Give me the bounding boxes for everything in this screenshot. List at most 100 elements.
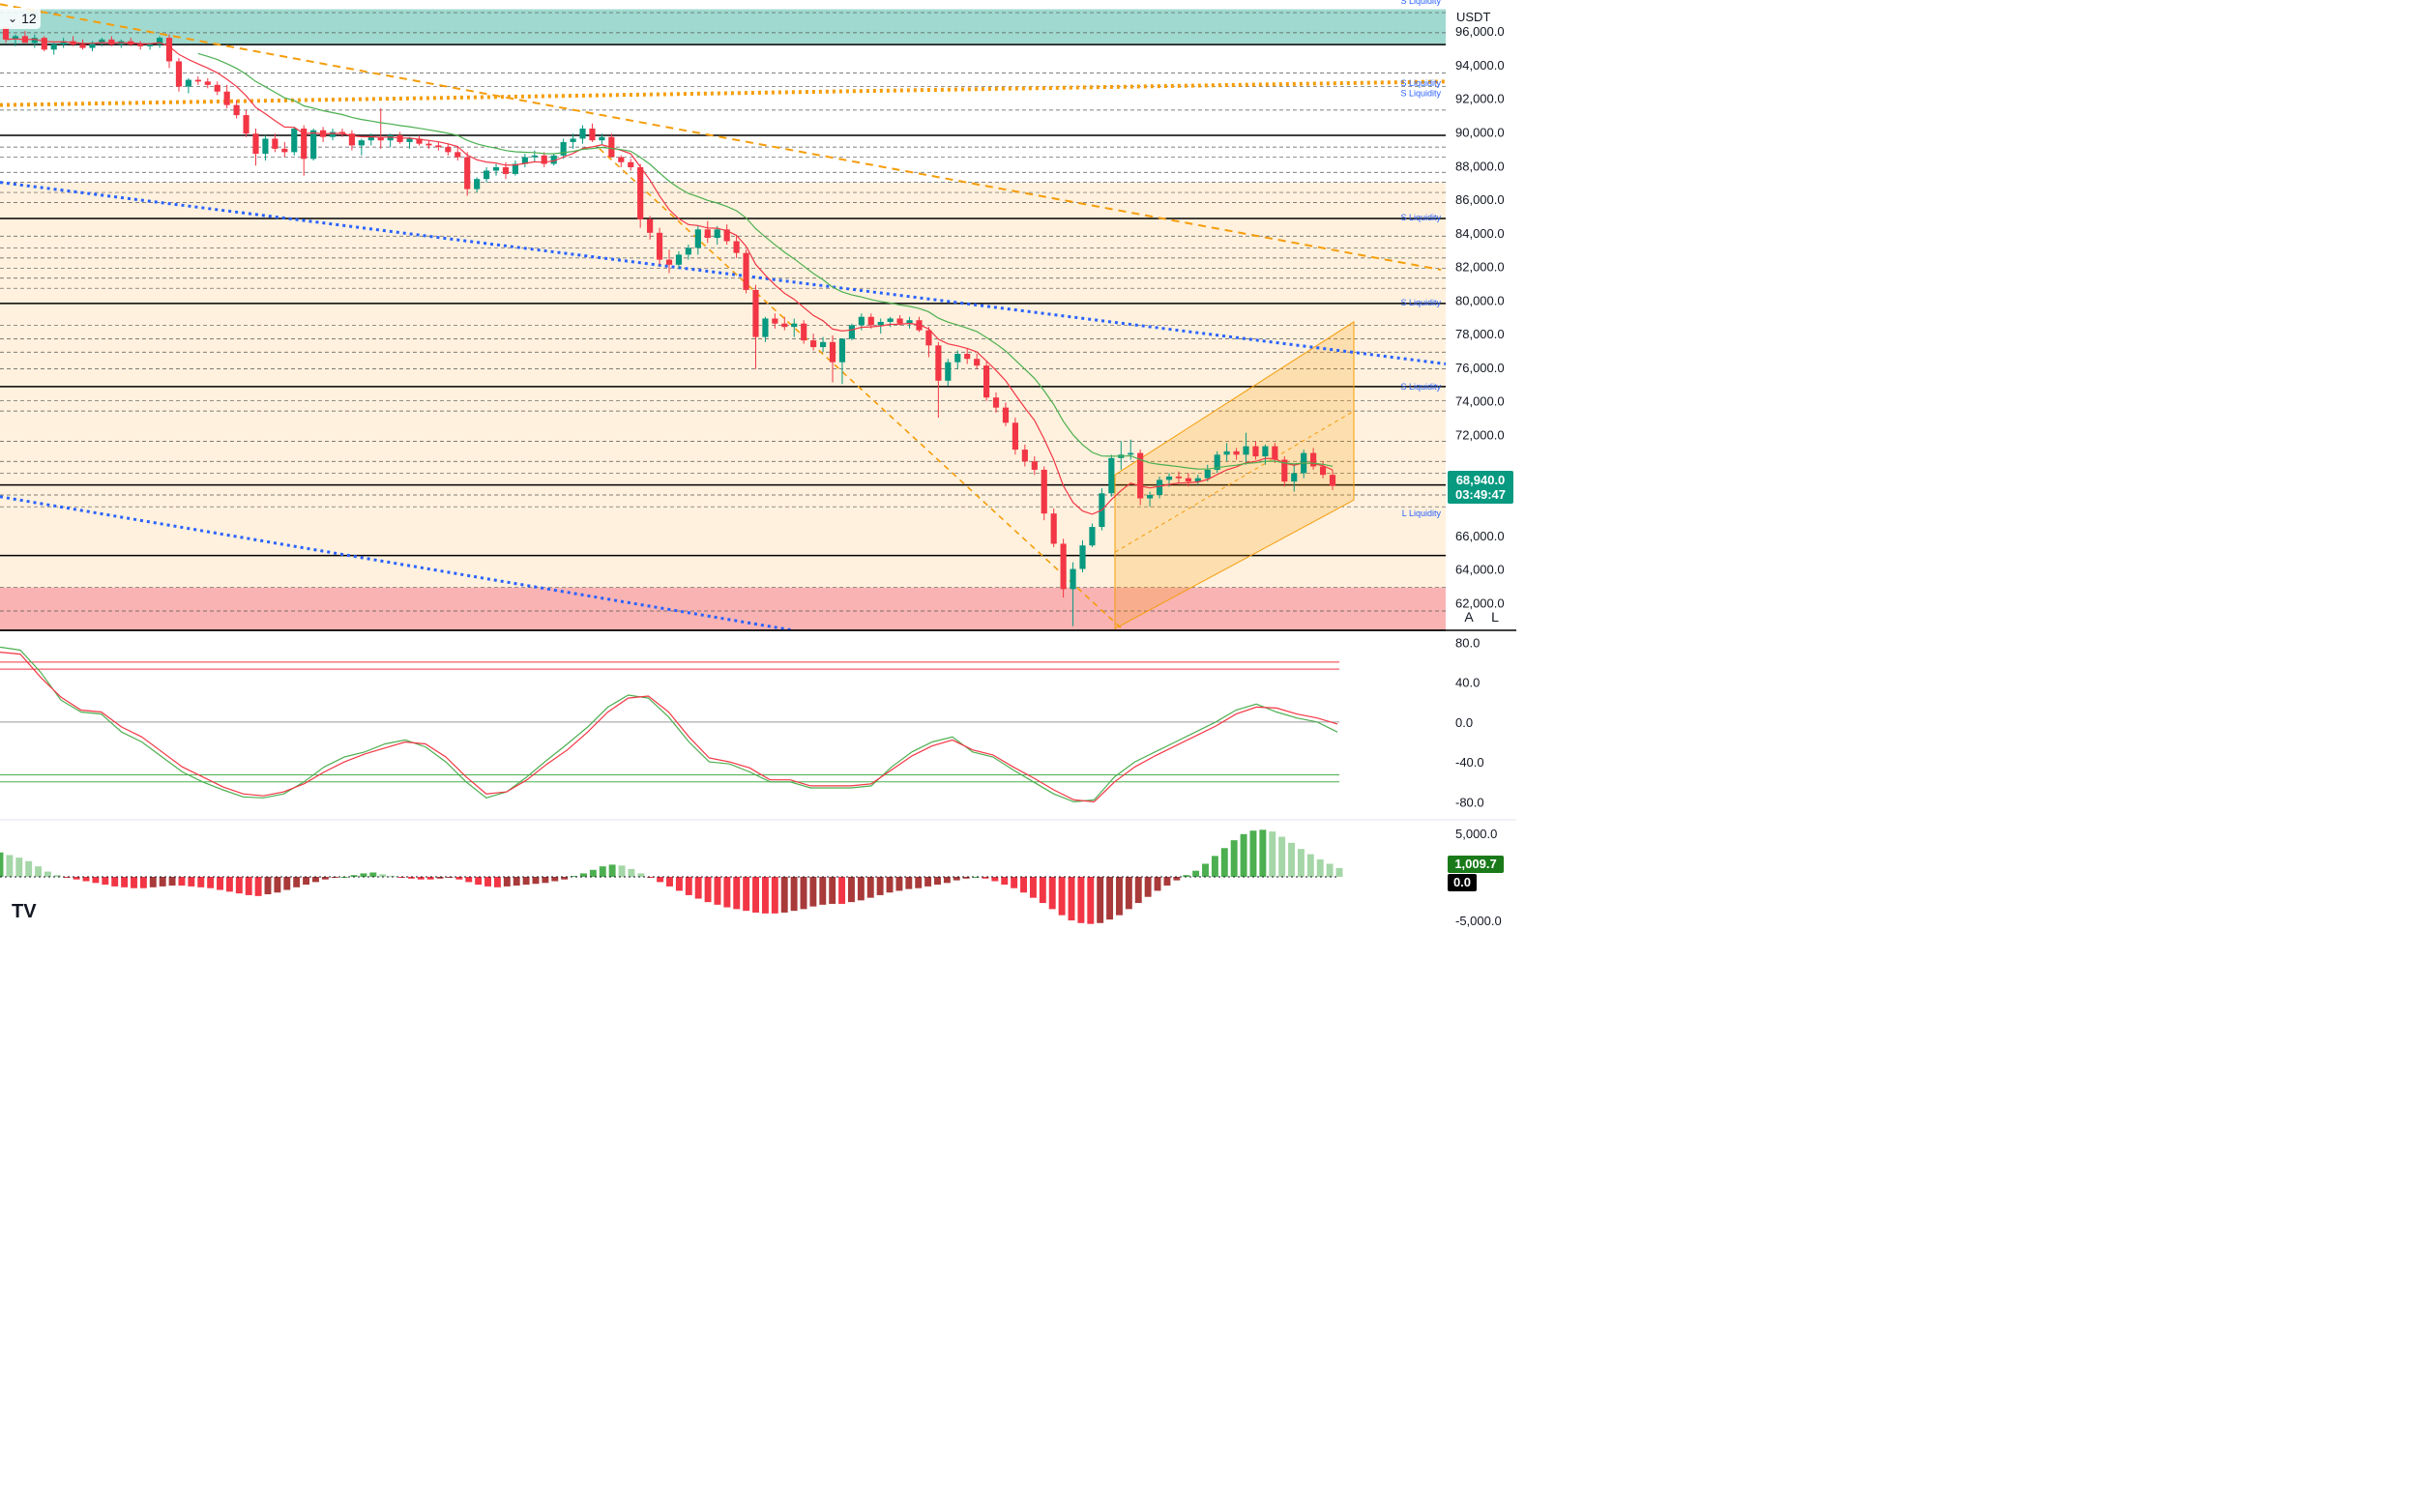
candle-body [377,136,384,141]
histogram-bar [714,877,721,905]
candle-body [338,131,346,134]
histogram-bar [1106,877,1114,920]
histogram-bar [1039,877,1046,904]
histogram-bar [752,877,759,913]
histogram-bar [1259,829,1267,877]
currency-label[interactable]: USDT [1451,6,1512,27]
histogram-bar [121,877,129,887]
interval-selector[interactable]: ⌄ 12 [0,8,41,29]
candle-body [243,115,249,134]
histogram-bar [360,873,367,877]
histogram-bar [1097,877,1104,923]
histogram-bar [895,877,903,891]
liquidity-label: S Liquidity [1400,213,1441,222]
histogram-bar [1326,863,1334,877]
histogram-bar [1068,877,1075,921]
histogram-bar [790,877,798,912]
candle-body [819,341,827,348]
oscillator-axis-tick: 0.0 [1455,715,1473,730]
candle-body [531,155,538,158]
histogram-bar [1163,877,1171,887]
candle-body [1262,446,1269,457]
price-axis-tick: 94,000.0 [1455,58,1505,73]
histogram-bar [1029,877,1037,898]
candle-body [675,254,683,265]
histogram-bar [637,873,645,877]
bar-countdown: 03:49:47 [1455,487,1506,502]
candle-body [1233,451,1240,455]
candle-body [781,323,788,328]
candle-body [925,330,932,346]
candle-body [743,252,749,290]
price-axis-tick: 66,000.0 [1455,529,1505,543]
candle-body [89,43,96,48]
candle-body [455,152,461,158]
histogram-bar [82,877,90,882]
histogram-bar [63,877,71,878]
histogram-bar [1058,877,1066,916]
candle-body [560,141,567,156]
candle-body [791,323,798,328]
auto-scale-button[interactable]: A [1464,609,1474,625]
candle-body [954,353,961,363]
candle-body [1329,475,1336,486]
histogram-bar [417,877,425,880]
histogram-bar [493,877,501,887]
liquidity-label: S Liquidity [1400,298,1441,307]
candle-body [637,166,644,219]
log-scale-button[interactable]: L [1491,609,1499,625]
histogram-bar [53,875,61,877]
candle-body [1079,545,1086,569]
histogram-bar [1240,833,1247,877]
histogram-bar [982,877,989,879]
histogram-bar [666,877,673,887]
histogram-bar [312,877,319,883]
candle-body [425,143,432,146]
candle-body [31,38,38,44]
histogram-bar [264,877,272,895]
candle-body [1243,446,1249,455]
moving-average-red [5,38,1334,515]
candle-body [358,140,365,146]
histogram-bar [1278,836,1286,877]
candle-body [887,318,894,322]
histogram-bar [293,877,301,887]
histogram-bar [1192,870,1200,877]
candle-body [108,39,115,45]
candle-body [484,170,490,180]
liquidity-label: S Liquidity [1400,382,1441,392]
histogram-bar [25,860,33,877]
candle-body [1252,446,1259,457]
histogram-bar [35,866,43,877]
candle-body [647,218,654,233]
histogram-axis-tick: -5,000.0 [1455,914,1502,928]
candle-body [1060,543,1067,590]
histogram-bar [1306,854,1314,877]
candle-body [733,241,740,253]
oscillator-axis-tick: 40.0 [1455,676,1480,690]
histogram-bar [92,877,100,884]
candle-body [1291,473,1298,482]
candle-body [435,145,442,148]
candle-body [694,229,701,248]
candle-body [223,91,230,105]
dotted-blue-lower-trendline [0,495,794,632]
candle-body [858,316,865,326]
histogram-bar [819,877,827,905]
histogram-bar [379,874,387,877]
candle-body [41,38,47,50]
price-axis-tick: 62,000.0 [1455,596,1505,610]
candle-body [685,247,691,255]
histogram-bar [694,877,702,899]
candle-body [906,320,913,324]
histogram-bar [455,877,463,880]
candle-body [1281,459,1288,482]
candle-body [1128,452,1134,455]
candle-body [185,79,191,87]
candle-body [1156,480,1163,496]
histogram-bar [1335,867,1343,877]
candle-body [50,44,57,50]
candle-body [762,318,769,337]
histogram-bar [1316,858,1324,877]
